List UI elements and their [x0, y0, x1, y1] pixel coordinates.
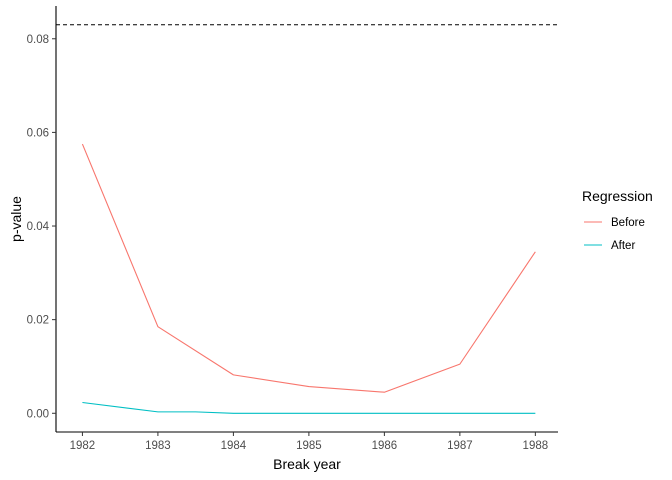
- x-tick-label: 1984: [221, 440, 247, 452]
- legend-title: Regression: [582, 188, 653, 204]
- y-tick-label: 0.04: [27, 221, 50, 233]
- legend-label-before: Before: [611, 217, 645, 229]
- y-tick-label: 0.00: [27, 408, 49, 420]
- y-axis-title: p-value: [8, 196, 24, 242]
- series-line-after: [82, 401, 536, 414]
- axes: 1982 1983 1984 1985 1986 1987 1988 0.00 0.02 0.04…: [27, 6, 558, 452]
- legend-label-after: After: [611, 240, 635, 252]
- plot-area: [56, 24, 558, 414]
- y-tick-label: 0.02: [27, 315, 49, 327]
- x-tick-label: 1985: [296, 440, 322, 452]
- series-line-before: [81, 143, 536, 393]
- x-tick-label: 1983: [145, 440, 171, 452]
- legend: Regression Before After: [582, 188, 653, 252]
- y-tick-label: 0.08: [27, 34, 49, 46]
- x-tick-label: 1982: [70, 440, 96, 452]
- x-axis-title: Break year: [273, 456, 341, 472]
- x-tick-label: 1988: [523, 440, 549, 452]
- y-tick-label: 0.06: [27, 127, 49, 139]
- x-tick-label: 1987: [447, 440, 473, 452]
- x-tick-label: 1986: [372, 440, 398, 452]
